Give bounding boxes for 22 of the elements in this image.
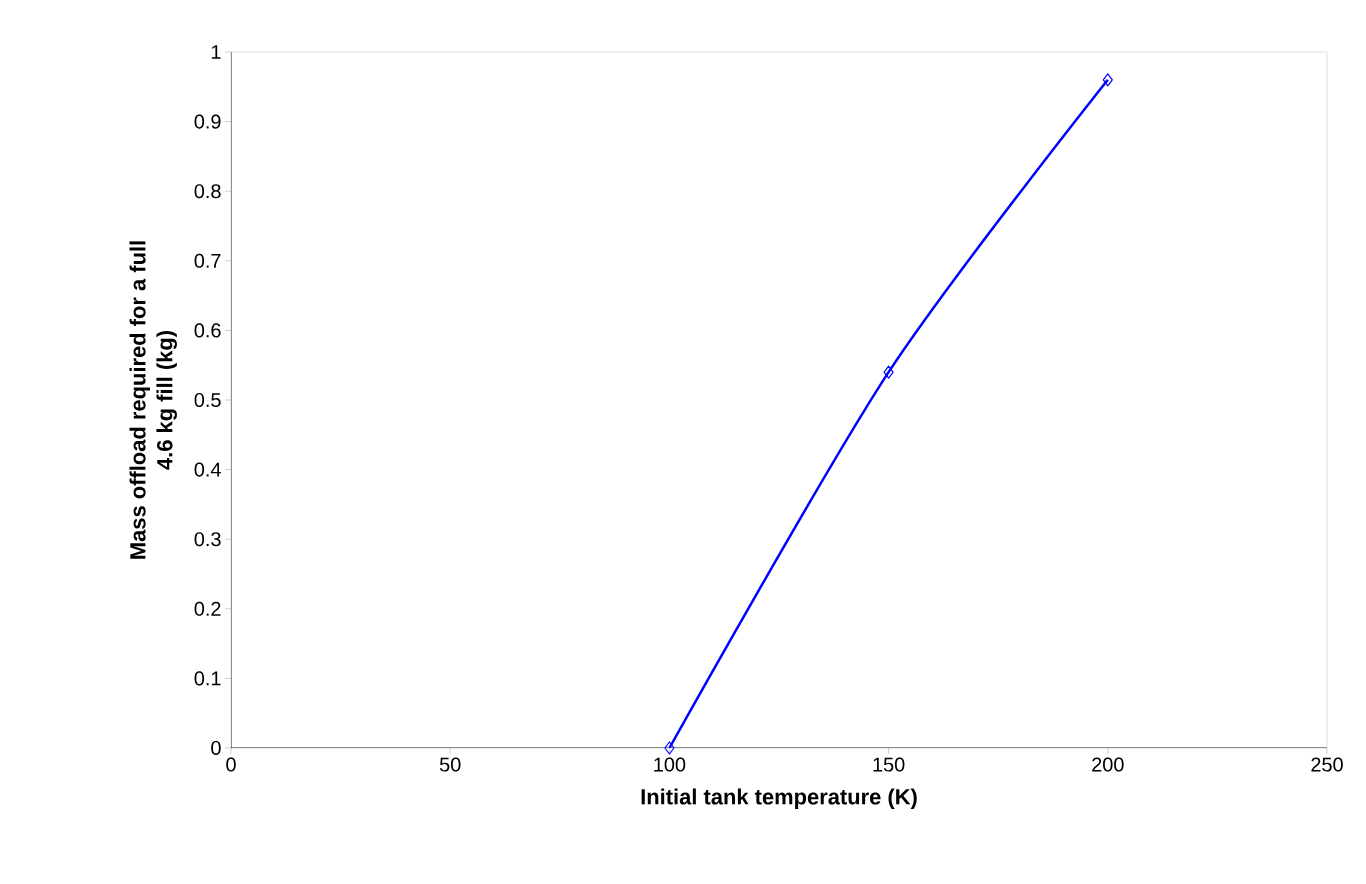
y-tick-label: 0.7 xyxy=(194,253,221,268)
x-tick-label: 250 xyxy=(1311,757,1343,772)
x-tick-label: 0 xyxy=(226,757,236,772)
point xyxy=(1102,73,1113,87)
y-axis-title: Mass offload required for a full 4.6 kg fill (kg) xyxy=(129,241,177,559)
y-tick-label: 0.2 xyxy=(194,601,221,616)
y-tick-label: 0.1 xyxy=(194,671,221,686)
y-tick-label: 0.5 xyxy=(194,392,221,408)
y-tick-label: 0 xyxy=(211,740,221,756)
y-tick-label: 0.6 xyxy=(194,323,221,338)
y-tick-label: 1 xyxy=(211,45,221,59)
y-tick-label: 0.4 xyxy=(194,462,221,477)
y-tick-label: 0.3 xyxy=(194,532,221,547)
x-axis-title: Initial tank temperature (K) xyxy=(641,788,917,809)
x-tick-label: 50 xyxy=(439,757,461,772)
x-tick-label: 100 xyxy=(654,757,686,772)
x-tick-label: 150 xyxy=(873,757,905,772)
point xyxy=(883,365,894,379)
x-tick-label: 200 xyxy=(1092,757,1124,772)
y-tick-label: 0.9 xyxy=(194,114,221,129)
point xyxy=(664,741,675,755)
y-tick-label: 0.8 xyxy=(194,184,221,199)
